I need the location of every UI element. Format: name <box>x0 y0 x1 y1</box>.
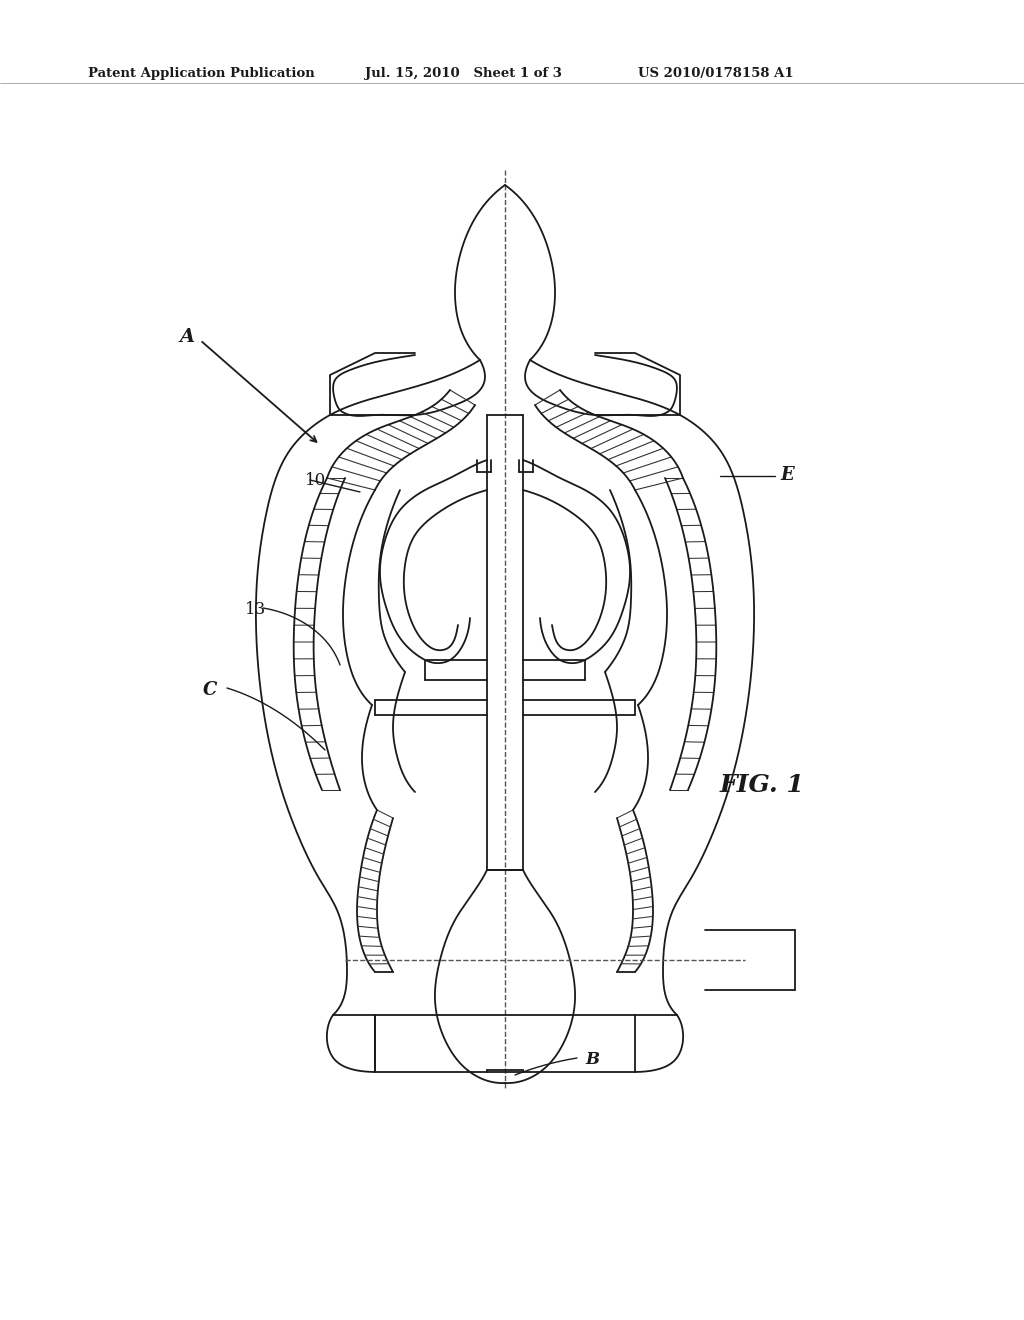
Text: Jul. 15, 2010   Sheet 1 of 3: Jul. 15, 2010 Sheet 1 of 3 <box>365 67 562 81</box>
Text: 13: 13 <box>245 602 266 619</box>
Text: US 2010/0178158 A1: US 2010/0178158 A1 <box>638 67 794 81</box>
Text: A: A <box>179 327 195 346</box>
Text: FIG. 1: FIG. 1 <box>720 774 805 797</box>
Text: 10: 10 <box>305 473 327 488</box>
Text: E: E <box>780 466 794 484</box>
Text: B: B <box>585 1052 599 1068</box>
Text: C: C <box>203 681 217 700</box>
Text: Patent Application Publication: Patent Application Publication <box>88 67 314 81</box>
